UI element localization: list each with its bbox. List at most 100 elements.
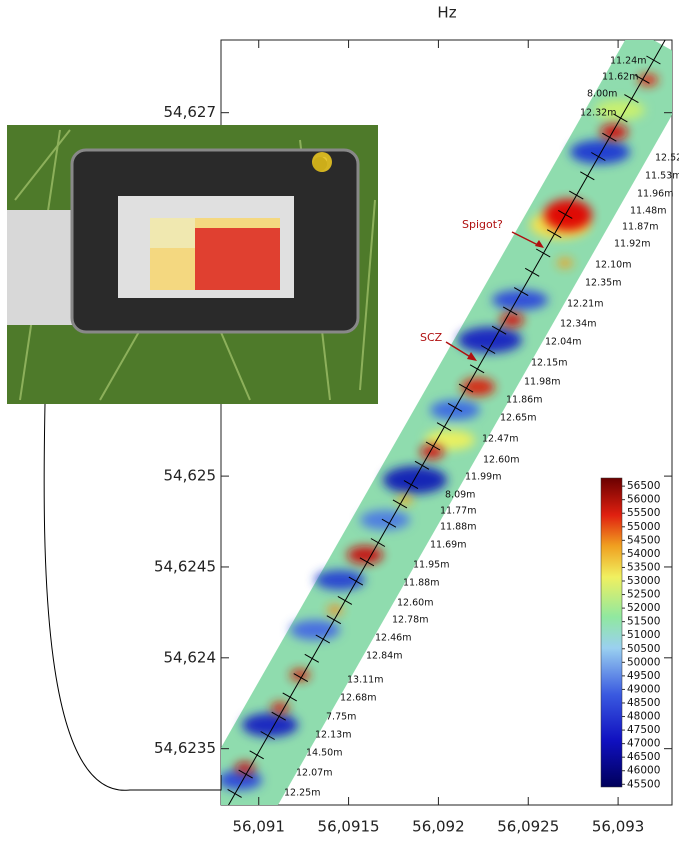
depth-label: 11.95m bbox=[413, 560, 449, 571]
arrowhead bbox=[535, 240, 544, 248]
depth-label: 12.47m bbox=[482, 434, 518, 445]
depth-label: 14.50m bbox=[306, 748, 342, 759]
colorbar-label: 50000 bbox=[627, 656, 660, 668]
colorbar-label: 55500 bbox=[627, 507, 660, 519]
line-tick bbox=[502, 306, 518, 316]
x-tick-label: 56,092 bbox=[412, 818, 465, 836]
line-tick bbox=[580, 171, 595, 181]
colorbar-label: 56500 bbox=[627, 480, 660, 492]
colorbar bbox=[600, 477, 623, 788]
line-tick bbox=[392, 499, 408, 509]
depth-label: 11.88m bbox=[440, 522, 476, 533]
line-tick bbox=[304, 653, 320, 663]
line-tick bbox=[635, 74, 650, 84]
depth-label: 12.07m bbox=[296, 768, 332, 779]
depth-label: 12.68m bbox=[340, 693, 376, 704]
depth-label: 12.60m bbox=[483, 455, 519, 466]
line-tick bbox=[469, 364, 485, 374]
depth-label: 8.00m bbox=[587, 89, 617, 100]
photo bbox=[7, 125, 378, 404]
line-tick bbox=[558, 209, 573, 219]
line-tick bbox=[546, 229, 562, 239]
depth-label: 12.32m bbox=[580, 108, 616, 119]
depth-label: 11.87m bbox=[622, 222, 658, 233]
line-tick bbox=[524, 267, 540, 277]
line-tick bbox=[613, 113, 628, 123]
depth-label: 11.53m bbox=[645, 171, 679, 182]
line-tick bbox=[359, 557, 375, 567]
line-tick bbox=[414, 460, 430, 470]
line-tick bbox=[238, 769, 253, 779]
annotation-arrow bbox=[445, 341, 473, 359]
axes: 56,091 56,0915 56,092 56,0925 56,093 54,627 54… bbox=[154, 40, 672, 836]
line-tick bbox=[513, 287, 529, 297]
colorbar-label: 51500 bbox=[627, 616, 660, 628]
line-tick bbox=[602, 132, 617, 142]
depth-label: 12.35m bbox=[585, 278, 621, 289]
annotation: Spigot? bbox=[462, 218, 503, 231]
colorbar-label: 54500 bbox=[627, 534, 660, 546]
depth-label: 12.52m bbox=[655, 153, 679, 164]
line-tick bbox=[403, 480, 419, 490]
colorbar-label: 48500 bbox=[627, 697, 660, 709]
map-frame bbox=[220, 39, 673, 806]
line-tick bbox=[646, 55, 661, 65]
depth-label: 11.62m bbox=[602, 72, 638, 83]
depth-label: 12.34m bbox=[560, 319, 596, 330]
colorbar-label: 46000 bbox=[627, 765, 660, 777]
depth-label: 12.10m bbox=[595, 260, 631, 271]
colorbar-label: 53500 bbox=[627, 561, 660, 573]
line-tick bbox=[271, 711, 286, 721]
arrowhead bbox=[467, 352, 477, 361]
line-tick bbox=[535, 248, 551, 258]
depth-label: 11.24m bbox=[610, 56, 646, 67]
x-tick-label: 56,0925 bbox=[497, 818, 559, 836]
x-tick-label: 56,0915 bbox=[318, 818, 380, 836]
depth-label: 12.60m bbox=[397, 598, 433, 609]
connector bbox=[43, 403, 222, 791]
x-tick-label: 56,093 bbox=[592, 818, 645, 836]
depth-label: 11.77m bbox=[440, 506, 476, 517]
depth-label: 11.86m bbox=[506, 395, 542, 406]
colorbar-label: 54000 bbox=[627, 548, 660, 560]
line-tick bbox=[227, 788, 242, 798]
depth-label: 12.65m bbox=[500, 413, 536, 424]
depth-label: 12.21m bbox=[567, 299, 603, 310]
colorbar-label: 46500 bbox=[627, 751, 660, 763]
colorbar-label: 50500 bbox=[627, 643, 660, 655]
depth-label: 12.84m bbox=[366, 651, 402, 662]
survey-line bbox=[227, 40, 666, 805]
line-tick bbox=[480, 345, 496, 354]
depth-label: 11.48m bbox=[630, 206, 666, 217]
depth-label: 11.88m bbox=[403, 578, 439, 589]
line-tick bbox=[326, 615, 342, 625]
line-tick bbox=[315, 634, 331, 644]
depth-label: 12.15m bbox=[531, 358, 567, 369]
line-tick bbox=[260, 731, 275, 740]
colorbar-label: 56000 bbox=[627, 494, 660, 506]
colorbar-label: 52500 bbox=[627, 589, 660, 601]
colorbar-label: 49500 bbox=[627, 670, 660, 682]
depth-label: 7.75m bbox=[326, 712, 356, 723]
colorbar-label: 52000 bbox=[627, 602, 660, 614]
colorbar-label: 53000 bbox=[627, 575, 660, 587]
depth-label: 13.11m bbox=[347, 675, 383, 686]
depth-label: 11.98m bbox=[524, 377, 560, 388]
annotation-arrow bbox=[511, 231, 541, 247]
line-tick bbox=[425, 441, 441, 451]
line-tick bbox=[282, 692, 297, 702]
depth-label: 12.46m bbox=[375, 633, 411, 644]
colorbar-label: 49000 bbox=[627, 683, 660, 695]
annotation: SCZ bbox=[420, 331, 443, 344]
line-tick bbox=[293, 673, 309, 683]
line-tick bbox=[348, 576, 364, 586]
depth-label: 12.13m bbox=[315, 730, 351, 741]
depth-label: 11.69m bbox=[430, 540, 466, 551]
y-tick-label: 54,625 bbox=[164, 467, 217, 485]
line-tick bbox=[491, 325, 507, 335]
axis-title: Hz bbox=[437, 4, 456, 22]
survey-strip bbox=[221, 40, 672, 805]
depth-label: 12.25m bbox=[284, 788, 320, 799]
